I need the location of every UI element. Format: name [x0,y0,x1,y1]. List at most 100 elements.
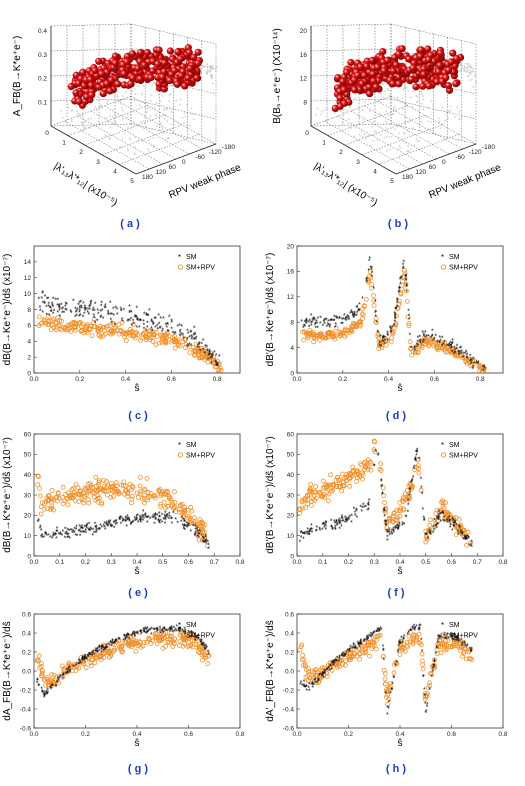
sm-point: * [69,669,72,676]
sm-point: * [332,663,335,670]
sm-point: * [338,659,341,666]
sm-point: * [55,684,58,691]
rpv-sphere [369,70,377,78]
y-tick-label: 12 [24,275,32,282]
rpv-point [311,339,316,345]
sm-point: * [86,524,89,531]
grey-point: * [382,84,385,90]
sm-point: * [47,533,50,540]
sm-point: * [355,508,358,515]
y-tick-label: 0 [27,553,31,560]
sm-point: * [459,530,462,537]
grey-point: * [430,100,433,106]
sm-point: * [368,259,371,266]
sm-point: * [319,321,322,328]
grey-point: * [167,137,170,143]
sm-point: * [384,523,387,530]
rpv-point [39,504,44,510]
grey-point: * [60,110,63,116]
legend-sm-label: SM [449,254,460,261]
sm-point: * [77,662,80,669]
sm-point: * [455,636,458,643]
sm-point: * [322,675,325,682]
sm-point: * [54,298,57,305]
rpv-sphere [343,68,351,76]
sm-point: * [396,298,399,305]
sm-point: * [64,302,67,309]
sm-point: * [353,315,356,322]
sm-point: * [100,646,103,653]
sm-point: * [66,532,69,539]
grey-point: * [427,121,430,127]
sm-point: * [92,650,95,657]
rpv-point [412,349,418,354]
sm-point: * [423,334,426,341]
sm-point: * [42,692,45,699]
sm-point: * [124,516,127,523]
sm-point: * [386,705,389,712]
grey-point: * [170,128,173,134]
rpv-point [43,320,48,326]
grey-point: * [327,120,330,126]
sm-point: * [115,638,118,645]
grey-point: * [473,76,476,82]
rpv-point [116,637,121,643]
sm-point: * [65,308,68,315]
sm-point: * [321,672,324,679]
rpv-point [186,507,191,513]
sm-point: * [442,511,445,518]
grey-point: * [170,123,173,129]
rpv-sphere [143,48,151,57]
grey-point: * [346,110,349,116]
grey-point: * [80,122,83,128]
grey-point: * [152,78,155,84]
rpv-spheres [331,45,465,112]
rpv-point [187,518,193,523]
sm-point: * [79,660,82,667]
sm-point: * [87,654,90,661]
rpv-point [365,278,371,284]
sm-point: * [38,296,41,303]
sm-point: * [473,361,476,368]
rpv-point [133,649,139,654]
sm-point: * [437,522,440,529]
grey-point: * [153,145,156,151]
rpv-point [430,337,436,343]
sm-point: * [166,629,169,636]
sm-point: * [389,327,392,334]
grey-point: * [70,121,73,127]
sm-point: * [394,307,397,314]
rpv-point [144,639,150,645]
sm-point: * [349,311,352,318]
sm-point: * [76,307,79,314]
rpv-point [427,517,433,523]
rpv-point [176,509,182,515]
grey-point: * [211,67,214,73]
grey-point: * [389,103,392,109]
grey-point: * [372,140,375,146]
rpv-point [337,333,343,339]
grey-point: * [147,140,150,146]
sm-point: * [182,523,185,530]
rpv-point [51,497,57,503]
rpv-sphere [173,80,181,88]
rpv-point [376,633,381,639]
sm-point: * [345,517,348,524]
sm-point: * [331,318,334,325]
sm-point: * [166,513,169,520]
sm-point: * [463,641,466,648]
grey-point: * [323,109,326,115]
grey-point: * [426,116,429,122]
sm-point: * [453,352,456,359]
sm-point: * [413,624,416,631]
sm-point: * [449,525,452,532]
sm-point: * [409,332,412,339]
rpv-point [443,515,449,521]
rpv-point [393,659,399,665]
sm-point: * [157,313,160,320]
3d-box [50,23,217,175]
rpv-point [307,488,313,494]
sm-point: * [429,530,432,537]
sm-point: * [54,533,57,540]
sm-point: * [66,535,69,542]
